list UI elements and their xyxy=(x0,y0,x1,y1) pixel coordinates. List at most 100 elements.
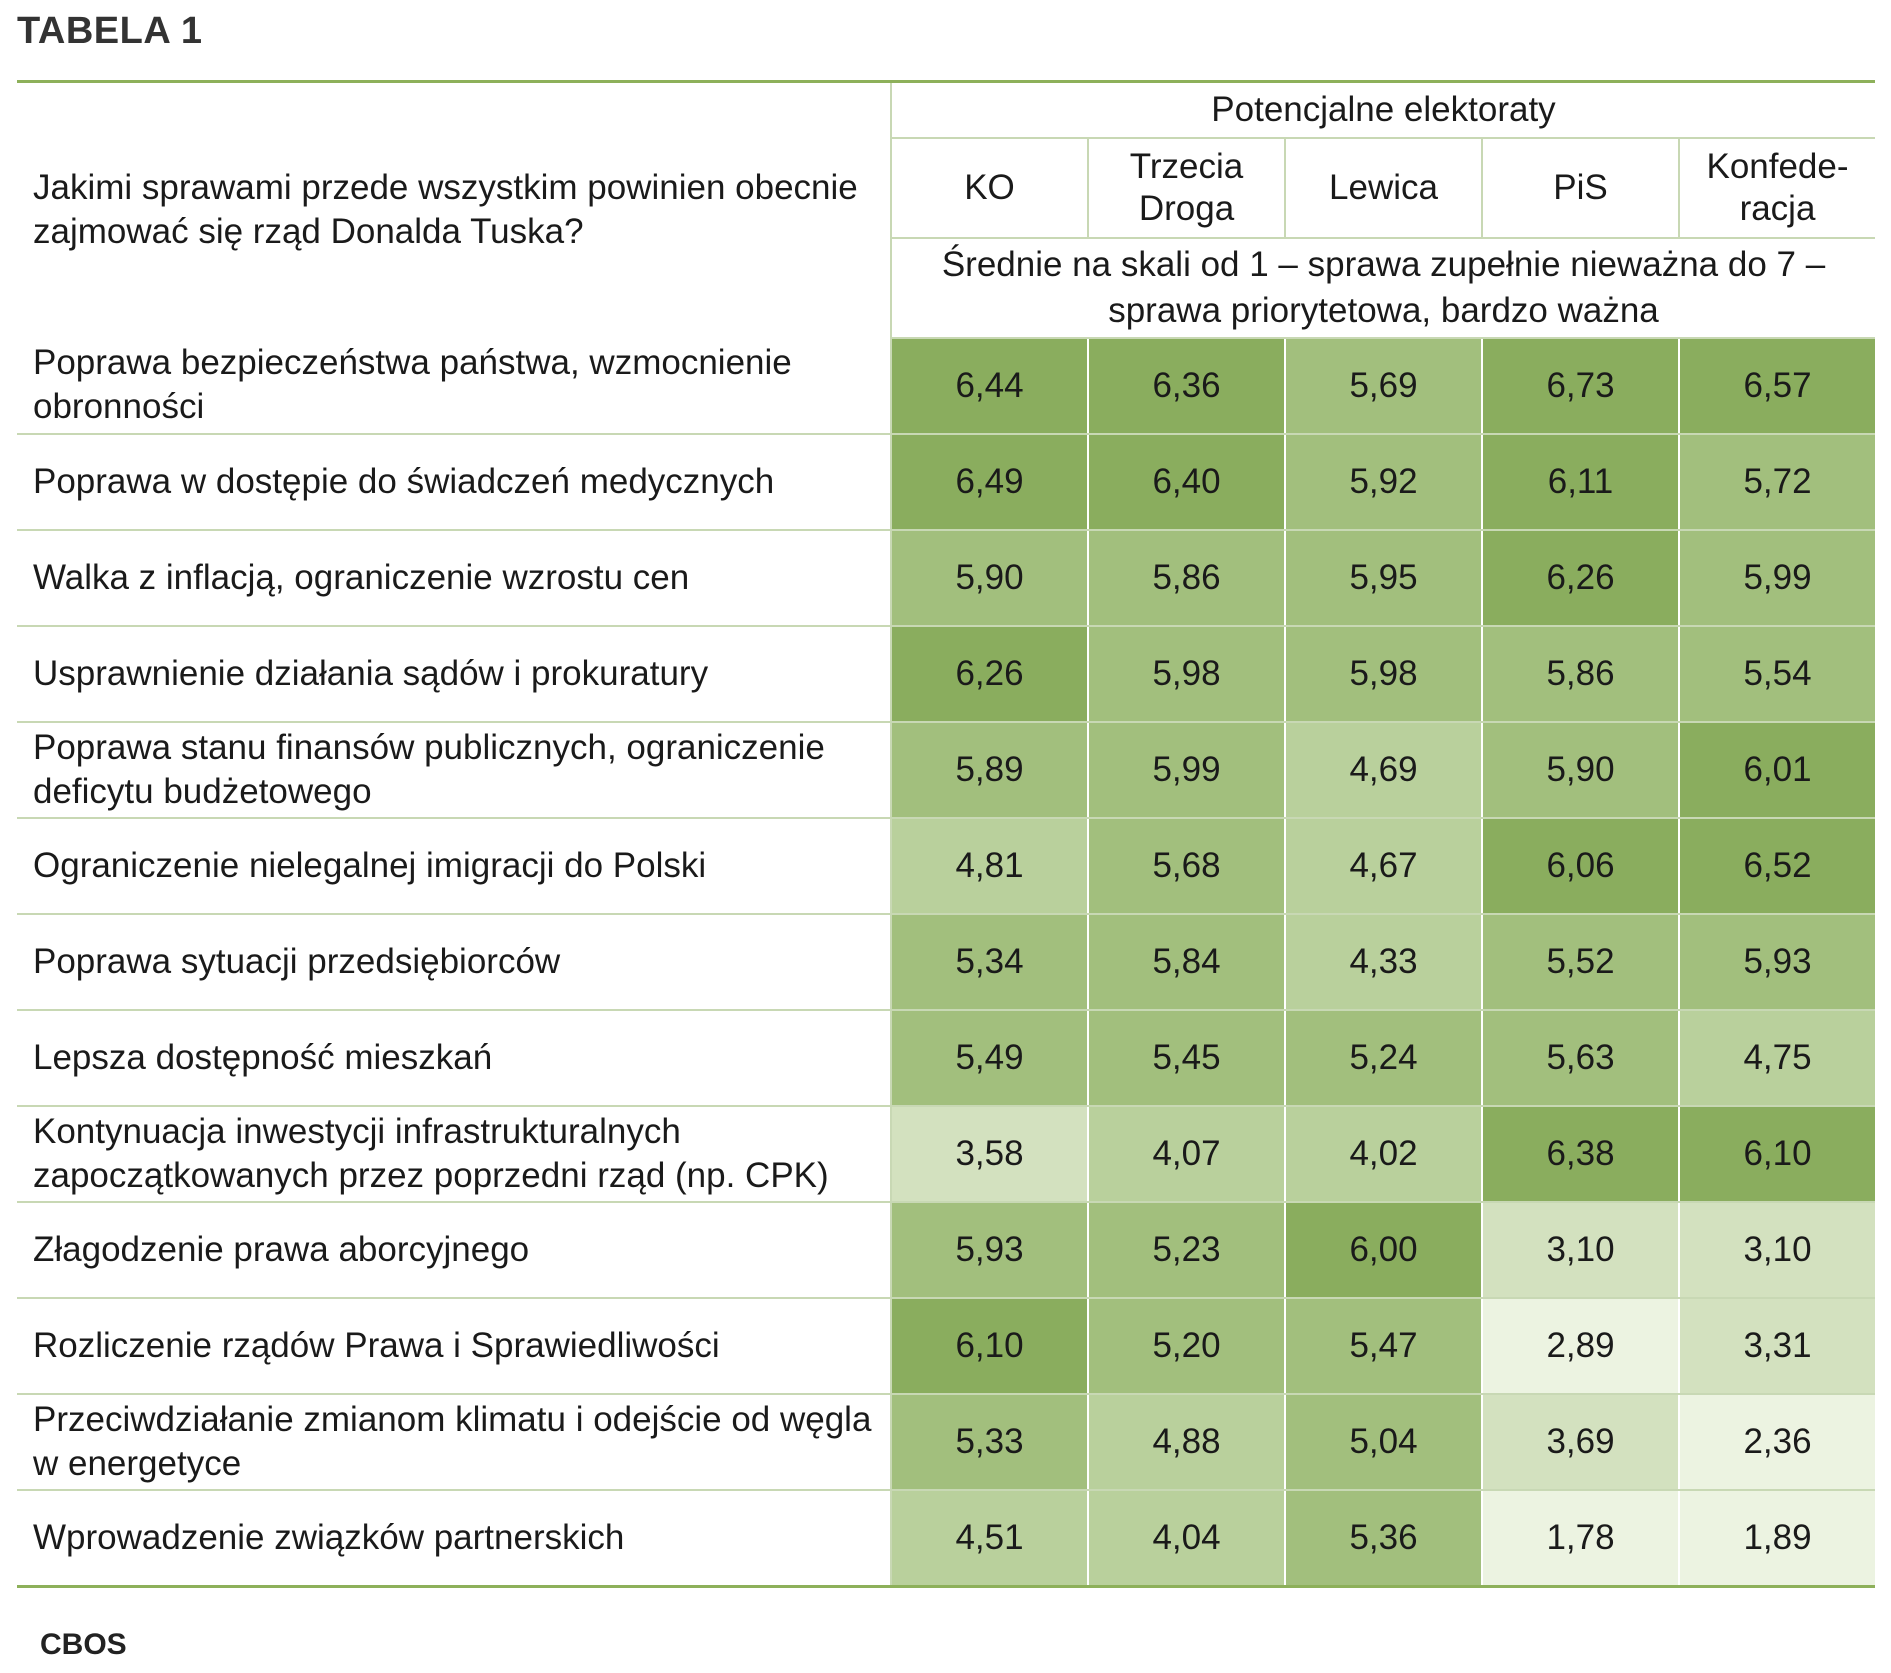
value-cell: 5,33 xyxy=(891,1393,1089,1491)
value-cell: 5,68 xyxy=(1088,817,1286,915)
value-cell: 3,58 xyxy=(891,1105,1089,1203)
row-label: Walka z inflacją, ograniczenie wzrostu c… xyxy=(17,529,892,627)
row-label: Ograniczenie nielegalnej imigracji do Po… xyxy=(17,817,892,915)
value-cell: 1,78 xyxy=(1482,1489,1680,1588)
table-row: Poprawa sytuacji przedsiębiorców 5,34 5,84… xyxy=(17,913,1875,1011)
value-cell: 5,98 xyxy=(1285,625,1483,723)
value-cell: 5,63 xyxy=(1482,1009,1680,1107)
value-cell: 6,36 xyxy=(1088,337,1286,435)
value-cell: 6,11 xyxy=(1482,433,1680,531)
table-row: Poprawa bezpieczeństwa państwa, wzmocnie… xyxy=(17,337,1875,435)
value-cell: 4,67 xyxy=(1285,817,1483,915)
value-cell: 6,01 xyxy=(1679,721,1875,819)
value-cell: 5,93 xyxy=(891,1201,1089,1299)
value-cell: 5,52 xyxy=(1482,913,1680,1011)
question-text: Jakimi sprawami przede wszystkim powinie… xyxy=(17,80,892,338)
value-cell: 5,86 xyxy=(1482,625,1680,723)
value-cell: 5,89 xyxy=(891,721,1089,819)
value-cell: 1,89 xyxy=(1679,1489,1875,1588)
row-label: Wprowadzenie związków partnerskich xyxy=(17,1489,892,1588)
value-cell: 5,84 xyxy=(1088,913,1286,1011)
value-cell: 6,10 xyxy=(891,1297,1089,1395)
value-cell: 4,33 xyxy=(1285,913,1483,1011)
value-cell: 5,90 xyxy=(1482,721,1680,819)
value-cell: 5,69 xyxy=(1285,337,1483,435)
value-cell: 5,49 xyxy=(891,1009,1089,1107)
value-cell: 5,72 xyxy=(1679,433,1875,531)
data-table-container: Jakimi sprawami przede wszystkim powinie… xyxy=(17,80,1875,1588)
row-label: Poprawa stanu finansów publicznych, ogra… xyxy=(17,721,892,819)
column-header-0: KO xyxy=(891,137,1089,239)
value-cell: 6,00 xyxy=(1285,1201,1483,1299)
value-cell: 2,36 xyxy=(1679,1393,1875,1491)
value-cell: 3,69 xyxy=(1482,1393,1680,1491)
value-cell: 6,06 xyxy=(1482,817,1680,915)
table-row: Walka z inflacją, ograniczenie wzrostu c… xyxy=(17,529,1875,627)
value-cell: 5,90 xyxy=(891,529,1089,627)
value-cell: 4,88 xyxy=(1088,1393,1286,1491)
value-cell: 5,93 xyxy=(1679,913,1875,1011)
value-cell: 5,47 xyxy=(1285,1297,1483,1395)
value-cell: 5,04 xyxy=(1285,1393,1483,1491)
table-row: Ograniczenie nielegalnej imigracji do Po… xyxy=(17,817,1875,915)
value-cell: 5,36 xyxy=(1285,1489,1483,1588)
table-row: Lepsza dostępność mieszkań 5,49 5,45 5,24 5,… xyxy=(17,1009,1875,1107)
table-row: Złagodzenie prawa aborcyjnego 5,93 5,23 6,0… xyxy=(17,1201,1875,1299)
value-cell: 6,44 xyxy=(891,337,1089,435)
value-cell: 5,34 xyxy=(891,913,1089,1011)
group-header: Potencjalne elektoraty xyxy=(891,80,1875,139)
value-cell: 5,20 xyxy=(1088,1297,1286,1395)
row-label: Poprawa w dostępie do świadczeń medyczny… xyxy=(17,433,892,531)
value-cell: 3,10 xyxy=(1679,1201,1875,1299)
table-row: Usprawnienie działania sądów i prokuratu… xyxy=(17,625,1875,723)
row-label: Przeciwdziałanie zmianom klimatu i odejś… xyxy=(17,1393,892,1491)
value-cell: 3,10 xyxy=(1482,1201,1680,1299)
value-cell: 5,54 xyxy=(1679,625,1875,723)
value-cell: 5,86 xyxy=(1088,529,1286,627)
row-label: Lepsza dostępność mieszkań xyxy=(17,1009,892,1107)
value-cell: 4,81 xyxy=(891,817,1089,915)
value-cell: 4,02 xyxy=(1285,1105,1483,1203)
value-cell: 6,26 xyxy=(891,625,1089,723)
value-cell: 2,89 xyxy=(1482,1297,1680,1395)
value-cell: 5,45 xyxy=(1088,1009,1286,1107)
row-label: Poprawa sytuacji przedsiębiorców xyxy=(17,913,892,1011)
value-cell: 6,73 xyxy=(1482,337,1680,435)
row-label: Usprawnienie działania sądów i prokuratu… xyxy=(17,625,892,723)
value-cell: 5,23 xyxy=(1088,1201,1286,1299)
value-cell: 6,38 xyxy=(1482,1105,1680,1203)
value-cell: 5,92 xyxy=(1285,433,1483,531)
table-row: Kontynuacja inwestycji infrastrukturalny… xyxy=(17,1105,1875,1203)
value-cell: 5,98 xyxy=(1088,625,1286,723)
column-header-3: PiS xyxy=(1482,137,1680,239)
table-row: Rozliczenie rządów Prawa i Sprawiedliwoś… xyxy=(17,1297,1875,1395)
value-cell: 6,26 xyxy=(1482,529,1680,627)
value-cell: 4,07 xyxy=(1088,1105,1286,1203)
column-header-4: Konfede-racja xyxy=(1679,137,1875,239)
value-cell: 5,24 xyxy=(1285,1009,1483,1107)
value-cell: 6,40 xyxy=(1088,433,1286,531)
value-cell: 6,49 xyxy=(891,433,1089,531)
table-row: Poprawa stanu finansów publicznych, ogra… xyxy=(17,721,1875,819)
value-cell: 3,31 xyxy=(1679,1297,1875,1395)
row-label: Złagodzenie prawa aborcyjnego xyxy=(17,1201,892,1299)
source-label: CBOS xyxy=(40,1628,127,1661)
value-cell: 4,69 xyxy=(1285,721,1483,819)
value-cell: 6,52 xyxy=(1679,817,1875,915)
value-cell: 5,99 xyxy=(1088,721,1286,819)
value-cell: 4,75 xyxy=(1679,1009,1875,1107)
row-label: Poprawa bezpieczeństwa państwa, wzmocnie… xyxy=(17,337,892,435)
value-cell: 5,99 xyxy=(1679,529,1875,627)
value-cell: 6,10 xyxy=(1679,1105,1875,1203)
column-header-1: Trzecia Droga xyxy=(1088,137,1286,239)
scale-note: Średnie na skali od 1 – sprawa zupełnie … xyxy=(891,237,1875,339)
table-row: Przeciwdziałanie zmianom klimatu i odejś… xyxy=(17,1393,1875,1491)
data-table: Jakimi sprawami przede wszystkim powinie… xyxy=(17,80,1875,1588)
value-cell: 4,51 xyxy=(891,1489,1089,1588)
value-cell: 5,95 xyxy=(1285,529,1483,627)
table-title: TABELA 1 xyxy=(17,10,203,52)
table-row: Wprowadzenie związków partnerskich 4,51 4,… xyxy=(17,1489,1875,1588)
value-cell: 6,57 xyxy=(1679,337,1875,435)
value-cell: 4,04 xyxy=(1088,1489,1286,1588)
row-label: Rozliczenie rządów Prawa i Sprawiedliwoś… xyxy=(17,1297,892,1395)
